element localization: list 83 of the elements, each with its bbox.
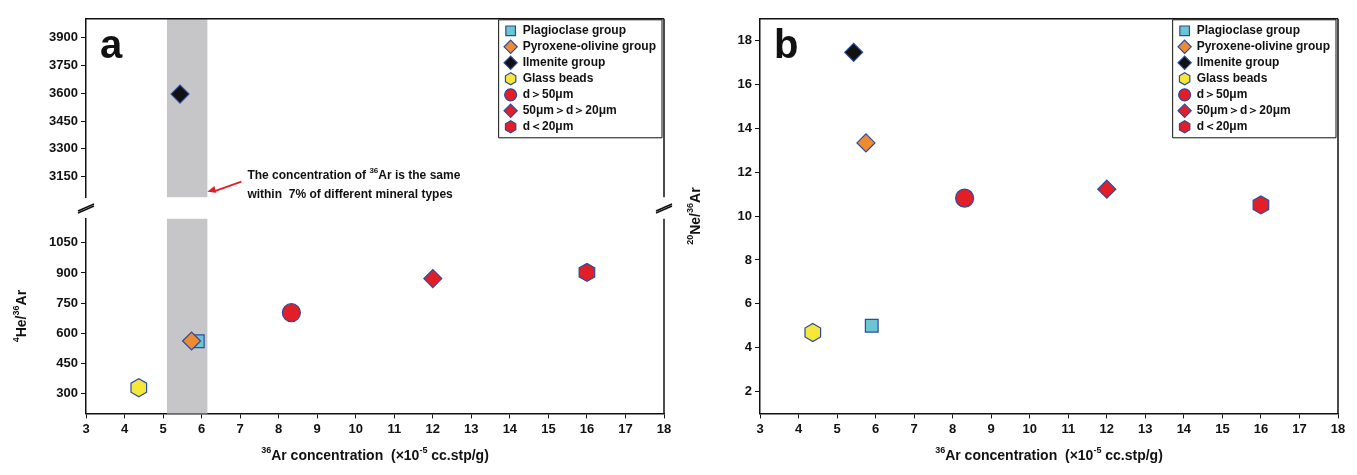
- x-tick-label: 3: [82, 420, 90, 436]
- x-tick-label: 7: [910, 420, 918, 436]
- x-tick-label: 8: [949, 420, 957, 436]
- x-tick-label: 12: [1099, 420, 1115, 436]
- point: [804, 322, 822, 343]
- y-tick-label: 900: [56, 264, 78, 280]
- y-tick-label: 3750: [49, 56, 78, 72]
- y-tick-label: 3900: [49, 28, 78, 44]
- annotation: a: [100, 21, 123, 66]
- x-tick-label: 12: [425, 420, 441, 436]
- y-tick-label: 3600: [49, 84, 78, 100]
- y-tick-label: 3450: [49, 112, 78, 128]
- x-tick-label: 4: [794, 420, 803, 436]
- x-tick-label: 13: [1138, 420, 1153, 436]
- x-tick-label: 4: [120, 420, 129, 436]
- x-tick-label: 8: [275, 420, 283, 436]
- y-tick-label: 10: [737, 207, 752, 223]
- legend-label: d＜20μm: [1196, 119, 1248, 134]
- legend-label: Pyroxene-olivine group: [1196, 39, 1330, 54]
- legend-label: Pyroxene-olivine group: [522, 39, 656, 54]
- x-tick-label: 15: [1215, 420, 1230, 436]
- x-tick-label: 11: [387, 420, 402, 436]
- point: [423, 268, 443, 289]
- y-tick-label: 16: [737, 76, 752, 92]
- legend-label: Ilmenite group: [522, 55, 606, 70]
- y-tick-label: 1050: [49, 234, 78, 250]
- legend-label: d＞50μm: [1196, 87, 1248, 102]
- x-tick-label: 11: [1061, 420, 1076, 436]
- y-axis-title: 4He/36Ar: [10, 289, 29, 343]
- x-tick-label: 14: [502, 420, 518, 436]
- legend-label: Plagioclase group: [1196, 23, 1300, 38]
- y-tick-label: 3300: [49, 140, 78, 156]
- legend-label: d＞50μm: [522, 87, 574, 102]
- x-tick-label: 9: [987, 420, 995, 436]
- legend-label: Plagioclase group: [522, 23, 626, 38]
- y-tick-label: 450: [56, 354, 78, 370]
- x-tick-label: 6: [871, 420, 880, 436]
- point: [1097, 179, 1117, 199]
- x-tick-label: 6: [197, 420, 206, 436]
- y-tick-label: 14: [737, 119, 753, 135]
- y-axis-title: 20Ne/36Ar: [684, 186, 703, 245]
- point: [955, 188, 975, 208]
- x-tick-label: 16: [579, 420, 595, 436]
- x-tick-label: 18: [656, 420, 672, 436]
- point: [864, 318, 879, 333]
- y-tick-label: 600: [56, 324, 78, 340]
- legend-label: Glass beads: [522, 71, 594, 86]
- legend-label: d＜20μm: [522, 119, 574, 134]
- y-tick-label: 12: [737, 163, 752, 179]
- x-tick-label: 5: [833, 420, 841, 436]
- point: [578, 262, 596, 282]
- x-tick-label: 14: [1176, 420, 1192, 436]
- x-tick-label: 15: [541, 420, 556, 436]
- legend-label: 50μm＞d＞20μm: [522, 103, 617, 118]
- x-tick-label: 10: [1022, 420, 1037, 436]
- point: [856, 133, 876, 153]
- x-tick-label: 17: [618, 420, 633, 436]
- x-tick-label: 5: [159, 420, 167, 436]
- legend-label: Glass beads: [1196, 71, 1268, 86]
- legend-label: 50μm＞d＞20μm: [1196, 103, 1291, 118]
- x-tick-label: 7: [236, 420, 244, 436]
- x-tick-label: 17: [1292, 420, 1307, 436]
- y-tick-label: 3150: [49, 168, 78, 184]
- point: [181, 331, 202, 351]
- x-tick-label: 18: [1330, 420, 1346, 436]
- x-tick-label: 10: [348, 420, 363, 436]
- legend-label: Ilmenite group: [1196, 55, 1280, 70]
- y-tick-label: 18: [737, 32, 752, 48]
- point: [1252, 195, 1270, 215]
- x-tick-label: 13: [464, 420, 479, 436]
- x-tick-label: 16: [1253, 420, 1269, 436]
- y-tick-label: 6: [744, 295, 752, 311]
- point: [281, 303, 301, 323]
- y-tick-label: 4: [744, 339, 753, 355]
- annotation: b: [774, 21, 799, 66]
- y-tick-label: 8: [744, 251, 752, 267]
- point: [844, 42, 864, 62]
- x-tick-label: 9: [313, 420, 321, 436]
- point: [130, 378, 148, 398]
- y-tick-label: 2: [744, 383, 752, 399]
- y-tick-label: 300: [56, 384, 78, 400]
- y-tick-label: 750: [56, 294, 78, 310]
- x-tick-label: 3: [756, 420, 764, 436]
